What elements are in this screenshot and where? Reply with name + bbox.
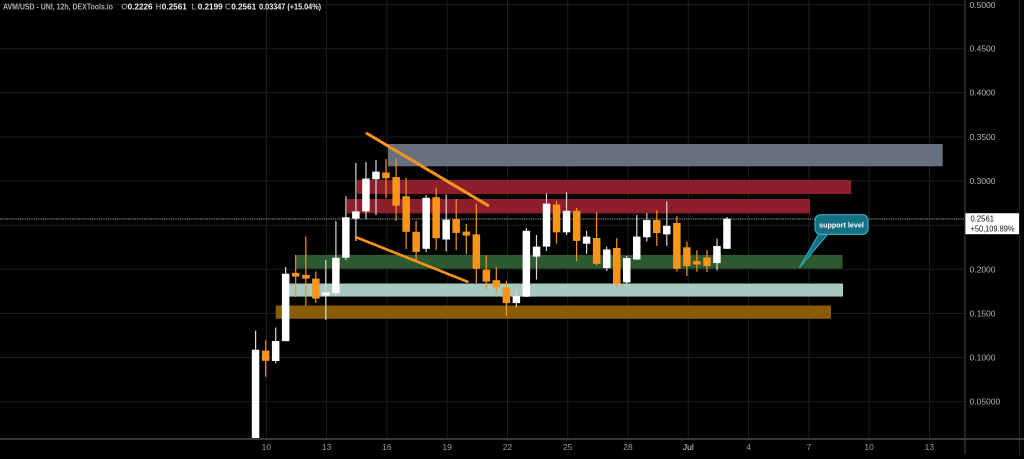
svg-text:AVM/USD - UNI, 12h, DEXTools.i: AVM/USD - UNI, 12h, DEXTools.io	[3, 1, 113, 11]
svg-text:0.2561: 0.2561	[971, 214, 995, 224]
svg-text:22: 22	[503, 442, 513, 452]
svg-text:10: 10	[864, 442, 874, 452]
svg-text:28: 28	[623, 442, 633, 452]
svg-text:25: 25	[563, 442, 573, 452]
svg-text:16: 16	[382, 442, 392, 452]
svg-text:0.2199: 0.2199	[198, 1, 223, 11]
svg-text:0.2000: 0.2000	[970, 264, 996, 274]
svg-text:0.1000: 0.1000	[970, 353, 996, 363]
svg-text:13: 13	[925, 442, 935, 452]
svg-text:C: C	[225, 1, 231, 11]
svg-text:0.05000: 0.05000	[970, 397, 1001, 407]
svg-text:L: L	[191, 1, 196, 11]
svg-text:0.3000: 0.3000	[970, 176, 996, 186]
svg-text:13: 13	[322, 442, 332, 452]
svg-text:0.4500: 0.4500	[970, 44, 996, 54]
svg-text:O: O	[121, 1, 128, 11]
svg-text:H: H	[156, 1, 162, 11]
svg-text:+50,109.89%: +50,109.89%	[971, 223, 1015, 233]
svg-text:0.2561: 0.2561	[162, 1, 187, 11]
svg-text:0.2226: 0.2226	[128, 1, 153, 11]
svg-text:0.3500: 0.3500	[970, 132, 996, 142]
svg-text:0.2561: 0.2561	[231, 1, 256, 11]
svg-text:0.5000: 0.5000	[970, 0, 996, 10]
svg-text:0.4000: 0.4000	[970, 88, 996, 98]
svg-text:4: 4	[746, 442, 751, 452]
svg-text:0.1500: 0.1500	[970, 308, 996, 318]
svg-text:0.03347 (+15.04%): 0.03347 (+15.04%)	[259, 1, 321, 11]
svg-text:support level: support level	[819, 220, 864, 229]
svg-text:19: 19	[442, 442, 452, 452]
svg-text:10: 10	[262, 442, 272, 452]
svg-text:7: 7	[807, 442, 812, 452]
svg-text:Jul: Jul	[683, 442, 694, 452]
